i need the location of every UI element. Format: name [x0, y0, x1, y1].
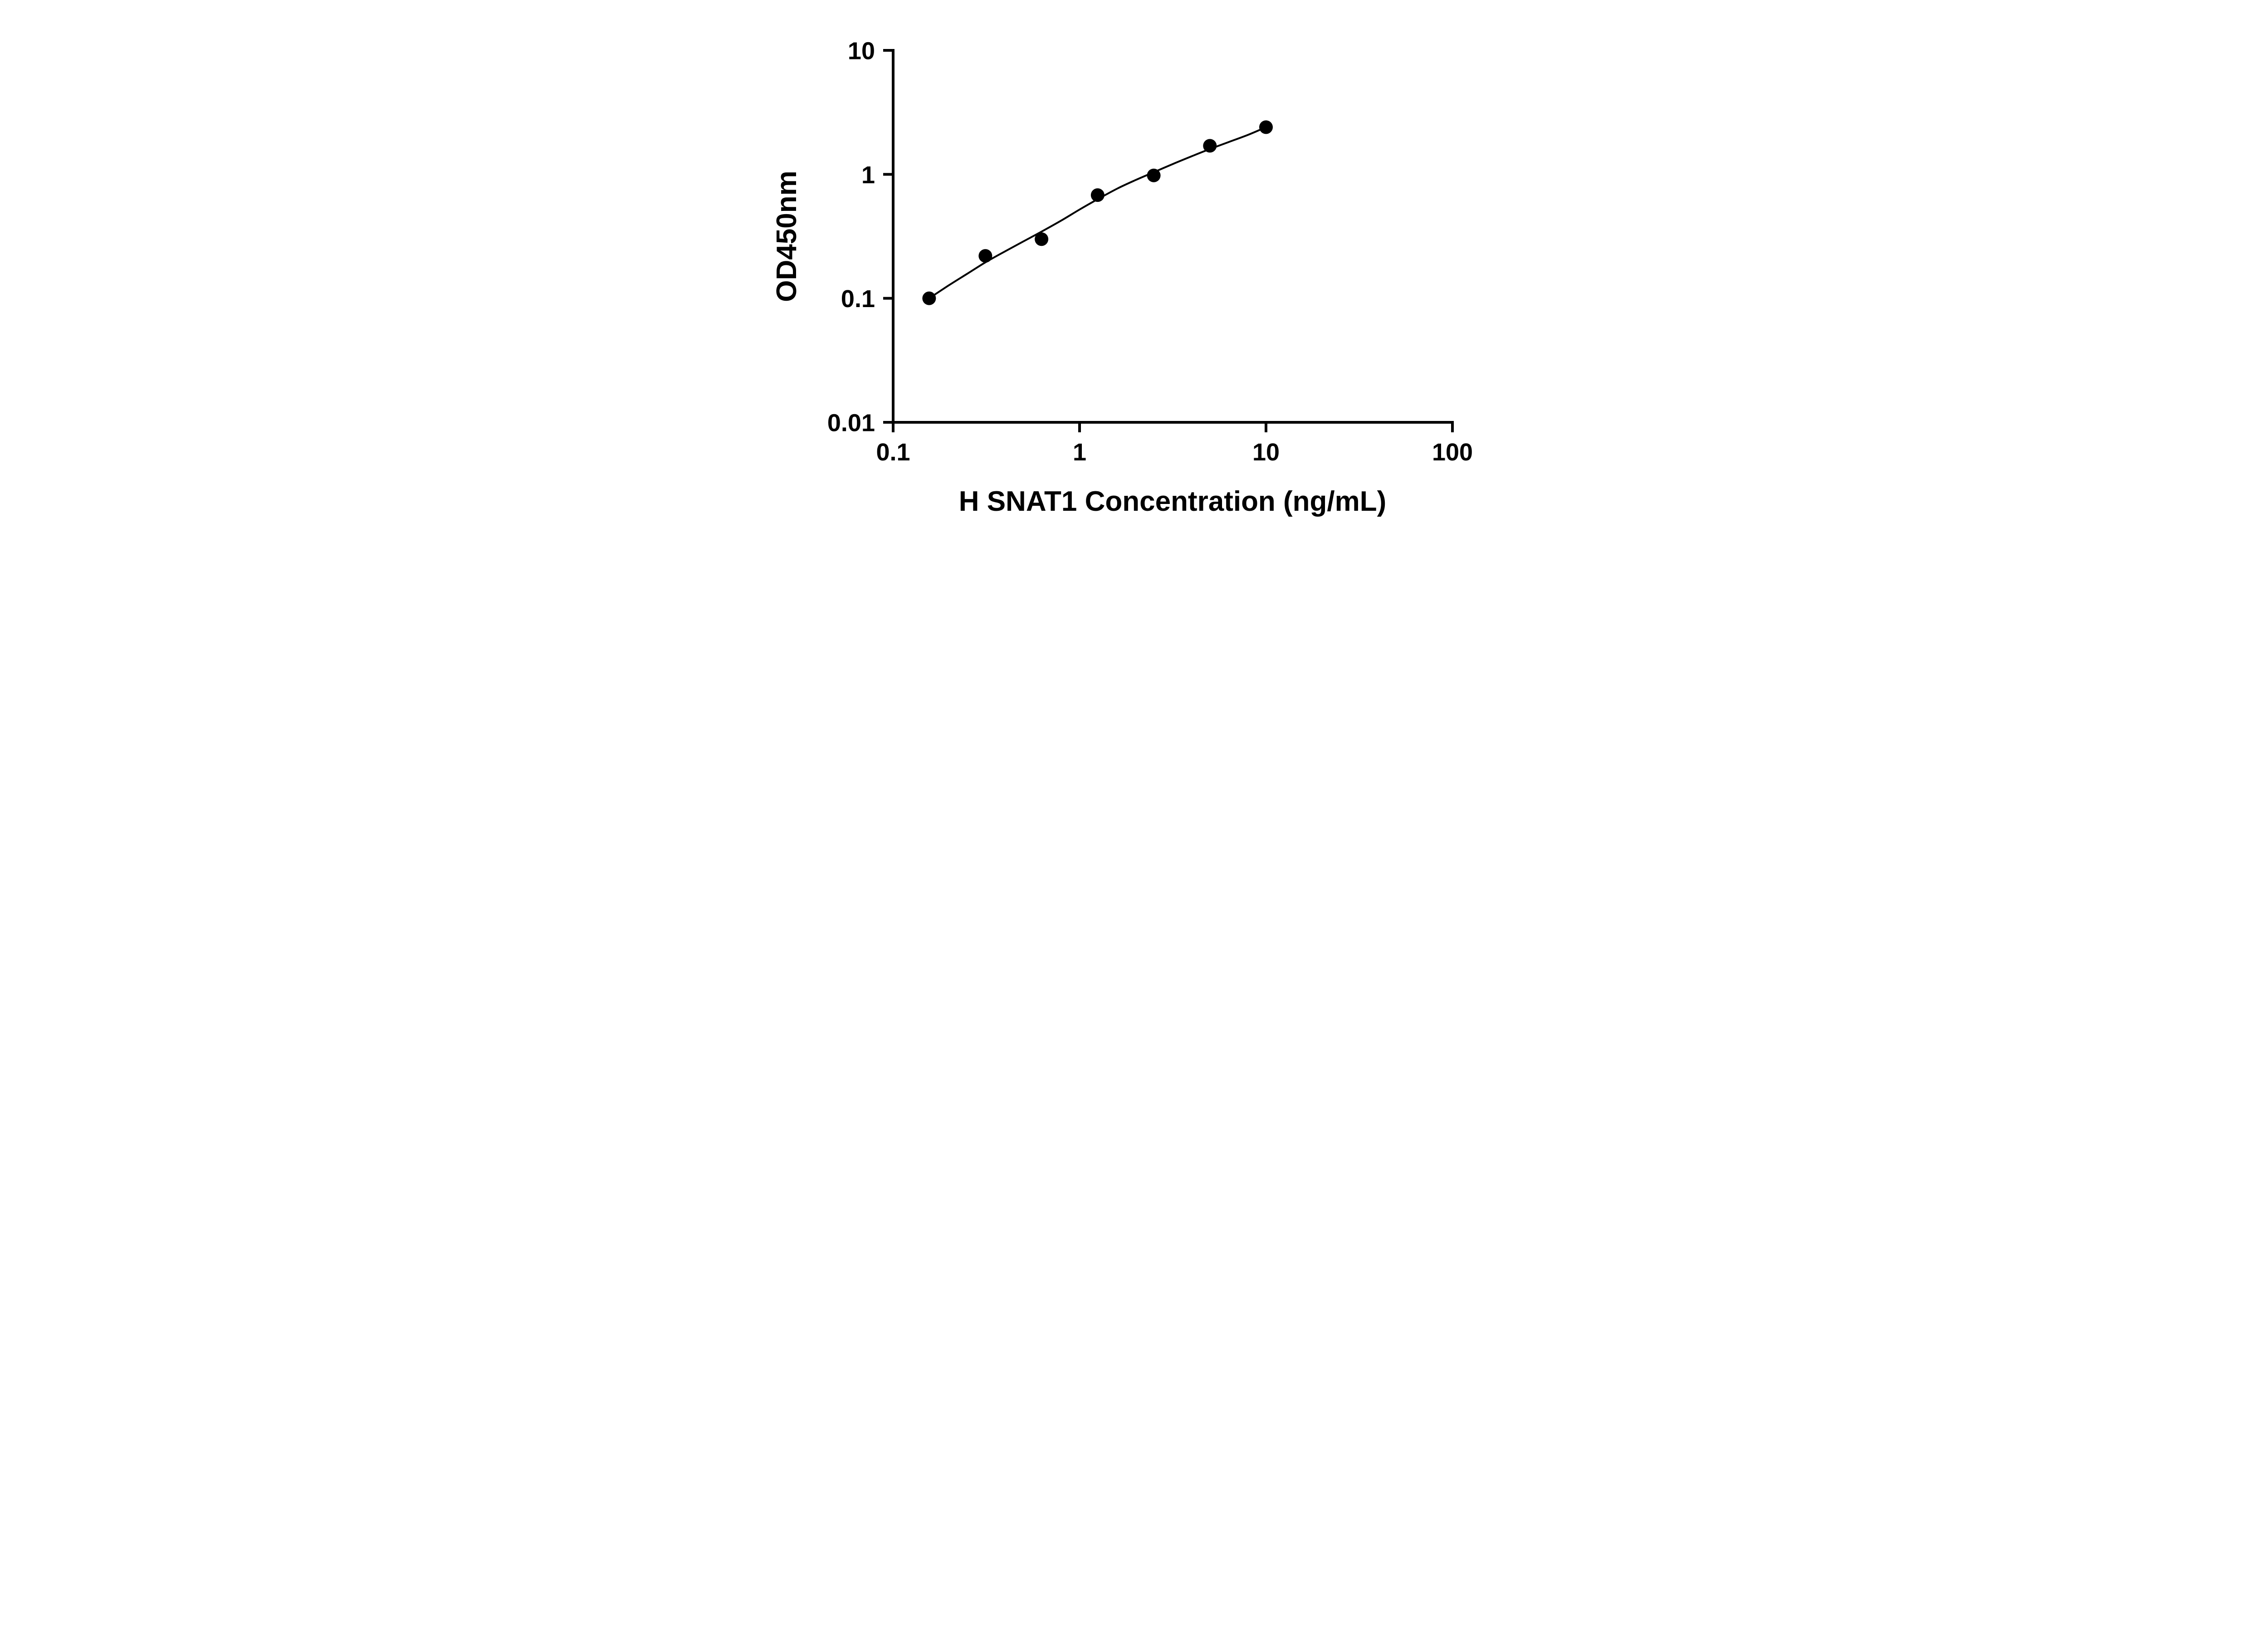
data-point	[1203, 139, 1217, 153]
y-tick-label: 10	[848, 37, 875, 64]
data-point	[1259, 120, 1273, 134]
data-point	[922, 291, 936, 305]
y-tick-label: 1	[861, 161, 875, 189]
data-point	[1035, 232, 1049, 246]
y-tick-label: 0.01	[827, 409, 875, 436]
x-tick-label: 10	[1252, 439, 1280, 466]
data-point	[978, 249, 992, 263]
x-tick-label: 1	[1073, 439, 1086, 466]
y-tick-label: 0.1	[841, 285, 875, 313]
y-axis-title: OD450nm	[771, 171, 802, 302]
elisa-standard-curve-chart: 0.01 0.1 1 10 0.1 1 10 100 H SNAT1 Concentratio…	[746, 0, 1522, 544]
fit-curve	[929, 126, 1266, 299]
x-tick-label: 100	[1432, 439, 1473, 466]
data-point	[1147, 168, 1161, 182]
x-tick-label: 0.1	[876, 439, 910, 466]
x-axis-title: H SNAT1 Concentration (ng/mL)	[959, 486, 1387, 517]
data-point	[1090, 188, 1105, 202]
axis-frame	[892, 49, 1454, 424]
